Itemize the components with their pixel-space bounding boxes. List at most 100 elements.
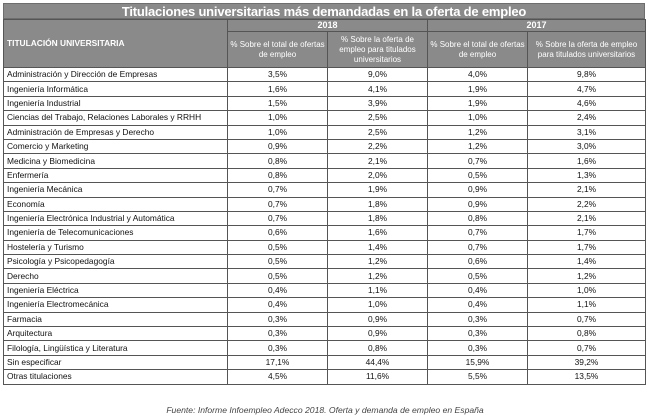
pct-univ-2017-cell: 1,0% bbox=[527, 282, 646, 299]
table-row: Hostelería y Turismo 0,5% 1,4% 0,7% 1,7% bbox=[3, 239, 646, 256]
degree-name-cell: Ingeniería Eléctrica bbox=[3, 282, 228, 299]
pct-univ-2017-cell: 39,2% bbox=[527, 354, 646, 371]
subheader-total-2017: % Sobre el total de ofertas de empleo bbox=[427, 31, 528, 68]
pct-univ-2018-cell: 0,8% bbox=[327, 340, 428, 356]
pct-total-2018-cell: 4,5% bbox=[227, 369, 328, 385]
table-row: Ingeniería Mecánica 0,7% 1,9% 0,9% 2,1% bbox=[3, 182, 646, 198]
pct-univ-2018-cell: 1,9% bbox=[327, 182, 428, 198]
pct-univ-2017-cell: 1,4% bbox=[527, 254, 646, 270]
degree-name-cell: Administración de Empresas y Derecho bbox=[3, 124, 228, 140]
pct-total-2017-cell: 0,7% bbox=[427, 153, 528, 169]
pct-total-2017-cell: 0,9% bbox=[427, 182, 528, 198]
pct-total-2017-cell: 0,7% bbox=[427, 239, 528, 256]
pct-total-2017-cell: 0,3% bbox=[427, 311, 528, 328]
pct-univ-2018-cell: 11,6% bbox=[327, 369, 428, 385]
pct-univ-2017-cell: 1,2% bbox=[527, 268, 646, 284]
table-title: Titulaciones universitarias más demandad… bbox=[3, 3, 645, 19]
table-row: Derecho 0,5% 1,2% 0,5% 1,2% bbox=[3, 268, 646, 284]
degree-name-cell: Ingeniería de Telecomunicaciones bbox=[3, 225, 228, 241]
degree-name-cell: Economía bbox=[3, 196, 228, 212]
pct-total-2018-cell: 0,4% bbox=[227, 297, 328, 313]
degree-name-cell: Enfermería bbox=[3, 167, 228, 184]
pct-univ-2017-cell: 4,7% bbox=[527, 81, 646, 97]
table-row: Administración y Dirección de Empresas 3,… bbox=[3, 66, 646, 83]
year-header-row: TITULACIÓN UNIVERSITARIA 2018 2017 bbox=[3, 19, 646, 68]
pct-univ-2018-cell: 9,0% bbox=[327, 66, 428, 83]
pct-univ-2018-cell: 1,2% bbox=[327, 254, 428, 270]
table-container: Titulaciones universitarias más demandad… bbox=[3, 3, 646, 385]
degree-name-cell: Ingeniería Informática bbox=[3, 81, 228, 97]
pct-total-2018-cell: 0,5% bbox=[227, 254, 328, 270]
pct-univ-2018-cell: 3,9% bbox=[327, 95, 428, 112]
pct-total-2018-cell: 1,0% bbox=[227, 124, 328, 140]
table-row: Enfermería 0,8% 2,0% 0,5% 1,3% bbox=[3, 167, 646, 184]
pct-total-2018-cell: 0,4% bbox=[227, 282, 328, 299]
pct-univ-2017-cell: 0,8% bbox=[527, 326, 646, 342]
pct-univ-2018-cell: 1,6% bbox=[327, 225, 428, 241]
pct-total-2017-cell: 0,7% bbox=[427, 225, 528, 241]
pct-total-2018-cell: 0,3% bbox=[227, 340, 328, 356]
pct-univ-2017-cell: 4,6% bbox=[527, 95, 646, 112]
table-row: Farmacia 0,3% 0,9% 0,3% 0,7% bbox=[3, 311, 646, 328]
degrees-table: TITULACIÓN UNIVERSITARIA 2018 2017 % Sob… bbox=[3, 19, 646, 385]
pct-univ-2017-cell: 2,1% bbox=[527, 182, 646, 198]
pct-univ-2018-cell: 2,0% bbox=[327, 167, 428, 184]
degree-name-cell: Derecho bbox=[3, 268, 228, 284]
pct-total-2018-cell: 1,6% bbox=[227, 81, 328, 97]
table-row: Medicina y Biomedicina 0,8% 2,1% 0,7% 1,6% bbox=[3, 153, 646, 169]
table-row: Ciencias del Trabajo, Relaciones Laboral… bbox=[3, 110, 646, 126]
pct-univ-2017-cell: 13,5% bbox=[527, 369, 646, 385]
table-row: Sin especificar 17,1% 44,4% 15,9% 39,2% bbox=[3, 354, 646, 371]
subheader-row: % Sobre el total de ofertas de empleo % … bbox=[4, 31, 646, 68]
pct-total-2018-cell: 0,5% bbox=[227, 268, 328, 284]
pct-total-2017-cell: 1,9% bbox=[427, 95, 528, 112]
pct-total-2018-cell: 0,5% bbox=[227, 239, 328, 256]
pct-total-2018-cell: 0,7% bbox=[227, 196, 328, 212]
degree-name-cell: Farmacia bbox=[3, 311, 228, 328]
degree-name-cell: Ingeniería Industrial bbox=[3, 95, 228, 112]
table-row: Ingeniería de Telecomunicaciones 0,6% 1,6%… bbox=[3, 225, 646, 241]
pct-univ-2018-cell: 2,5% bbox=[327, 110, 428, 126]
pct-total-2018-cell: 0,7% bbox=[227, 182, 328, 198]
subheader-univ-2018: % Sobre la oferta de empleo para titulad… bbox=[327, 31, 428, 68]
table-row: Ingeniería Eléctrica 0,4% 1,1% 0,4% 1,0% bbox=[3, 282, 646, 299]
degree-name-cell: Ingeniería Electrónica Industrial y Auto… bbox=[3, 210, 228, 227]
pct-total-2018-cell: 0,9% bbox=[227, 138, 328, 155]
pct-univ-2018-cell: 2,1% bbox=[327, 153, 428, 169]
pct-univ-2017-cell: 1,3% bbox=[527, 167, 646, 184]
table-row: Administración de Empresas y Derecho 1,0%… bbox=[3, 124, 646, 140]
degree-name-cell: Psicología y Psicopedagogía bbox=[3, 254, 228, 270]
pct-total-2018-cell: 3,5% bbox=[227, 66, 328, 83]
pct-total-2018-cell: 17,1% bbox=[227, 354, 328, 371]
pct-total-2018-cell: 0,8% bbox=[227, 153, 328, 169]
source-caption: Fuente: Informe Infoempleo Adecco 2018. … bbox=[166, 405, 484, 415]
pct-univ-2018-cell: 1,4% bbox=[327, 239, 428, 256]
pct-total-2017-cell: 0,5% bbox=[427, 268, 528, 284]
pct-total-2017-cell: 1,2% bbox=[427, 138, 528, 155]
table-row: Ingeniería Electrónica Industrial y Auto… bbox=[3, 210, 646, 227]
degree-name-cell: Comercio y Marketing bbox=[3, 138, 228, 155]
pct-univ-2018-cell: 4,1% bbox=[327, 81, 428, 97]
degree-name-cell: Filología, Lingüística y Literatura bbox=[3, 340, 228, 356]
pct-total-2018-cell: 0,3% bbox=[227, 326, 328, 342]
degree-name-cell: Ingeniería Electromecánica bbox=[3, 297, 228, 313]
pct-total-2017-cell: 0,9% bbox=[427, 196, 528, 212]
pct-total-2018-cell: 0,6% bbox=[227, 225, 328, 241]
pct-univ-2017-cell: 3,1% bbox=[527, 124, 646, 140]
table-row: Arquitectura 0,3% 0,9% 0,3% 0,8% bbox=[3, 326, 646, 342]
pct-univ-2018-cell: 1,0% bbox=[327, 297, 428, 313]
pct-univ-2018-cell: 1,2% bbox=[327, 268, 428, 284]
pct-univ-2017-cell: 1,7% bbox=[527, 225, 646, 241]
pct-univ-2018-cell: 2,5% bbox=[327, 124, 428, 140]
degree-name-cell: Hostelería y Turismo bbox=[3, 239, 228, 256]
pct-total-2017-cell: 1,9% bbox=[427, 81, 528, 97]
pct-total-2017-cell: 0,4% bbox=[427, 282, 528, 299]
table-row: Comercio y Marketing 0,9% 2,2% 1,2% 3,0% bbox=[3, 138, 646, 155]
degree-name-cell: Sin especificar bbox=[3, 354, 228, 371]
pct-total-2018-cell: 1,5% bbox=[227, 95, 328, 112]
table-row: Ingeniería Industrial 1,5% 3,9% 1,9% 4,6% bbox=[3, 95, 646, 112]
pct-univ-2018-cell: 2,2% bbox=[327, 138, 428, 155]
pct-univ-2017-cell: 2,1% bbox=[527, 210, 646, 227]
pct-univ-2017-cell: 1,6% bbox=[527, 153, 646, 169]
pct-total-2017-cell: 1,0% bbox=[427, 110, 528, 126]
